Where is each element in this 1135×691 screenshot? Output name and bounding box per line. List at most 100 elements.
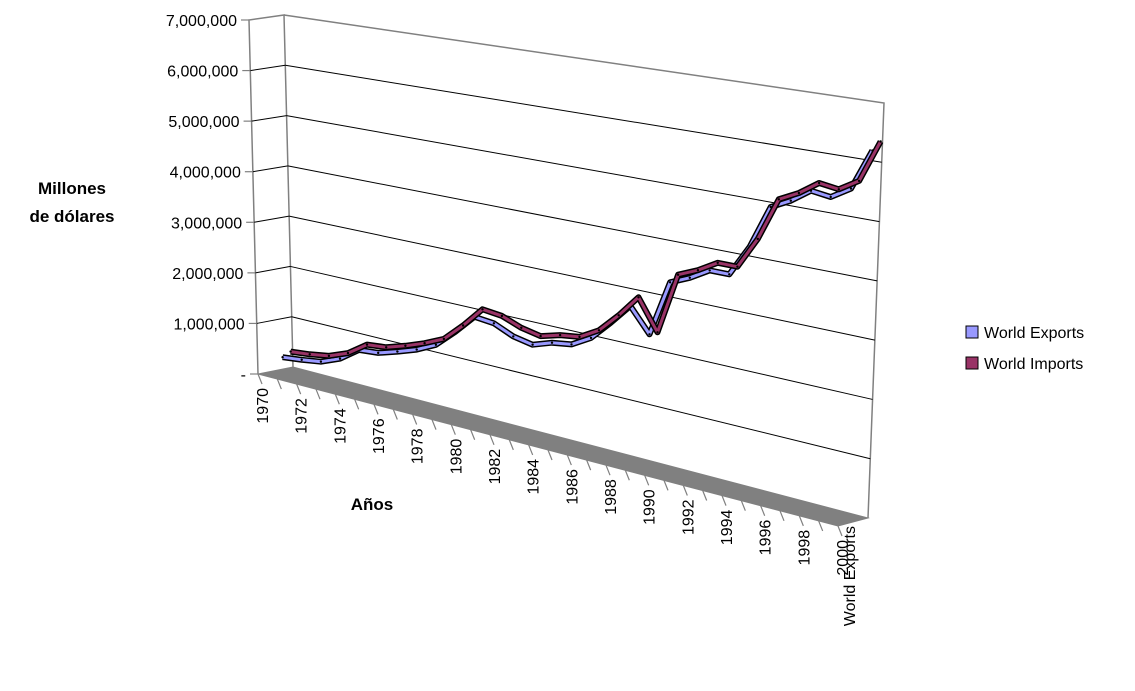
x-tick-label-15: 2000 bbox=[835, 540, 852, 576]
point-1-1979 bbox=[461, 324, 465, 327]
x-tick-mark-4 bbox=[334, 394, 340, 405]
x-tick-mark-7 bbox=[392, 409, 398, 420]
point-1-1977 bbox=[423, 342, 426, 345]
x-tick-mark-25 bbox=[740, 500, 746, 511]
x-tick-mark-22 bbox=[682, 485, 688, 496]
legend: World Exports World Imports bbox=[965, 325, 1084, 373]
x-tick-mark-23 bbox=[702, 490, 708, 501]
point-1-1991 bbox=[696, 269, 700, 272]
x-tick-mark-10 bbox=[450, 424, 456, 435]
chart-floor bbox=[257, 366, 870, 527]
x-tick-label-10: 1990 bbox=[642, 489, 659, 525]
point-0-1977 bbox=[415, 348, 418, 351]
y-tick-label-4: 4,000,000 bbox=[170, 165, 241, 182]
x-tick-mark-26 bbox=[760, 505, 766, 516]
x-tick-label-14: 1998 bbox=[796, 530, 813, 566]
x-tick-mark-30 bbox=[837, 525, 843, 537]
x-tick-mark-20 bbox=[644, 475, 650, 486]
point-1-1984 bbox=[558, 333, 562, 337]
gridline-4 bbox=[287, 165, 878, 282]
point-1-1992 bbox=[716, 261, 719, 264]
point-1-1972 bbox=[327, 354, 331, 358]
legend-label-exports: World Exports bbox=[984, 325, 1084, 342]
gridline-left-4 bbox=[252, 165, 288, 173]
x-axis-title: Años bbox=[351, 495, 394, 514]
x-tick-mark-21 bbox=[663, 480, 669, 491]
x-tick-label-4: 1978 bbox=[410, 428, 427, 464]
x-tick-mark-18 bbox=[605, 464, 611, 476]
point-1-1976 bbox=[404, 344, 407, 347]
x-tick-label-3: 1976 bbox=[371, 418, 388, 454]
x-tick-mark-29 bbox=[818, 520, 824, 532]
point-1-1982 bbox=[520, 326, 523, 329]
point-1-1988 bbox=[637, 296, 640, 299]
point-1-1997 bbox=[817, 181, 821, 185]
point-0-1996 bbox=[789, 199, 792, 202]
point-1-1974 bbox=[365, 343, 369, 346]
point-0-1972 bbox=[319, 360, 323, 363]
gridline-3 bbox=[289, 215, 875, 341]
x-tick-mark-14 bbox=[528, 444, 534, 456]
point-0-1992 bbox=[708, 269, 711, 272]
point-0-1981 bbox=[492, 322, 496, 325]
point-0-1982 bbox=[512, 335, 515, 338]
gridline-2 bbox=[290, 265, 873, 400]
point-1-2000 bbox=[879, 140, 882, 143]
legend-swatch-exports bbox=[965, 325, 979, 339]
point-1-1994 bbox=[756, 237, 759, 241]
point-1-1980 bbox=[481, 308, 484, 311]
point-0-1993 bbox=[728, 273, 731, 276]
series-group bbox=[281, 140, 884, 365]
point-1-1983 bbox=[539, 334, 542, 338]
x-tick-mark-13 bbox=[508, 439, 514, 451]
back-wall bbox=[283, 14, 885, 519]
y-tick-label-6: 6,000,000 bbox=[167, 64, 238, 81]
point-1-1987 bbox=[617, 314, 620, 317]
x-tick-mark-3 bbox=[315, 388, 321, 400]
point-0-1998 bbox=[829, 195, 832, 199]
point-1-1995 bbox=[777, 198, 780, 201]
point-0-1976 bbox=[396, 350, 399, 353]
x-tick-mark-2 bbox=[296, 383, 302, 395]
x-tick-label-1: 1972 bbox=[294, 398, 311, 434]
point-1-1981 bbox=[500, 314, 504, 318]
point-0-1975 bbox=[377, 351, 380, 355]
gridline-left-3 bbox=[254, 215, 290, 223]
point-1-1986 bbox=[597, 329, 601, 332]
series-outline-1 bbox=[290, 140, 884, 359]
y-tick-label-7: 7,000,000 bbox=[166, 13, 237, 30]
x-tick-mark-1 bbox=[276, 378, 282, 390]
x-tick-mark-27 bbox=[779, 510, 785, 522]
point-1-1973 bbox=[346, 351, 350, 355]
point-0-1970 bbox=[281, 356, 284, 359]
y-tick-label-5: 5,000,000 bbox=[168, 114, 239, 131]
point-0-1985 bbox=[570, 343, 573, 346]
point-0-1971 bbox=[300, 358, 303, 361]
gridline-5 bbox=[286, 115, 880, 223]
depth-axis-label: World Exports bbox=[842, 526, 859, 626]
point-1-1999 bbox=[857, 179, 861, 183]
point-0-1990 bbox=[668, 281, 672, 284]
x-tick-label-7: 1984 bbox=[526, 459, 543, 495]
x-tick-label-13: 1996 bbox=[758, 520, 775, 556]
gridline-left-6 bbox=[250, 64, 286, 72]
point-1-1996 bbox=[797, 191, 801, 195]
x-tick-mark-11 bbox=[470, 429, 476, 440]
point-1-1978 bbox=[442, 337, 446, 341]
gridline-6 bbox=[285, 64, 882, 163]
point-0-1983 bbox=[531, 343, 534, 346]
x-tick-label-5: 1980 bbox=[448, 439, 465, 475]
gridline-left-1 bbox=[256, 316, 292, 324]
x-tick-mark-0 bbox=[257, 373, 263, 385]
point-0-1989 bbox=[648, 333, 651, 336]
point-0-1999 bbox=[849, 187, 853, 190]
x-tick-label-9: 1988 bbox=[603, 479, 620, 515]
series-line-world-imports bbox=[290, 140, 882, 358]
x-tick-mark-5 bbox=[354, 399, 360, 410]
x-tick-mark-17 bbox=[586, 459, 592, 471]
floor-plane bbox=[257, 366, 870, 527]
x-tick-mark-16 bbox=[566, 454, 572, 466]
point-0-1984 bbox=[550, 341, 554, 344]
